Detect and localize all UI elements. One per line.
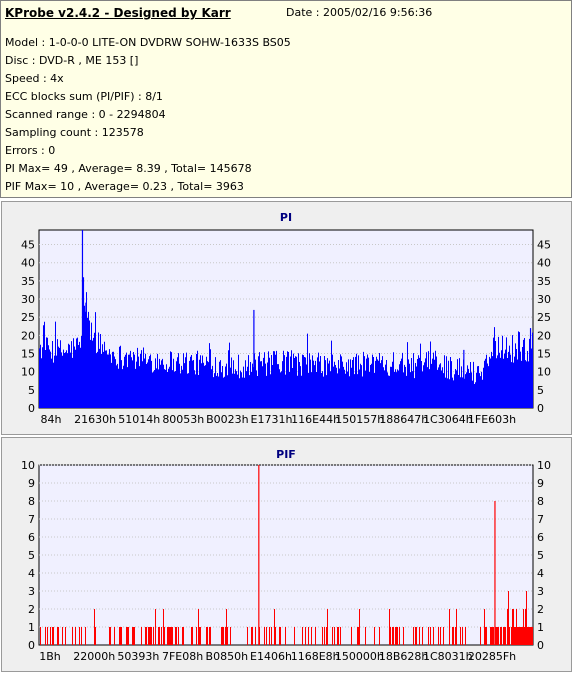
y-tick-label-right: 0 (537, 639, 544, 652)
app-title: KProbe v2.4.2 - Designed by Karr (5, 6, 231, 20)
errors-line: Errors : 0 (5, 144, 56, 157)
info-panel: KProbe v2.4.2 - Designed by Karr Date : … (0, 0, 572, 198)
y-tick-label-left: 7 (28, 513, 35, 526)
x-tick-label: 1C8031h (423, 650, 473, 663)
y-tick-label-right: 4 (537, 567, 544, 580)
y-tick-label-right: 15 (537, 348, 551, 361)
y-tick-label-left: 6 (28, 531, 35, 544)
y-tick-label-left: 40 (21, 257, 35, 270)
y-tick-label-right: 0 (537, 402, 544, 415)
x-tick-label: 21630h (74, 413, 116, 426)
x-tick-label: E1406h (250, 650, 292, 663)
y-tick-label-left: 3 (28, 585, 35, 598)
y-tick-label-left: 4 (28, 567, 35, 580)
speed-line: Speed : 4x (5, 72, 64, 85)
x-tick-label: 1C3064h (423, 413, 473, 426)
x-tick-label: 51014h (118, 413, 160, 426)
scanned-range-line: Scanned range : 0 - 2294804 (5, 108, 166, 121)
pif-summary-line: PIF Max= 10 , Average= 0.23 , Total= 396… (5, 180, 244, 193)
y-tick-label-left: 45 (21, 239, 35, 252)
pi-chart-panel: PI 0 0 5 5 10 10 15 15 20 20 25 25 30 30 35 35 40 40 45 45 84… (1, 201, 572, 435)
y-tick-label-left: 9 (28, 477, 35, 490)
disc-line: Disc : DVD-R , ME 153 [] (5, 54, 139, 67)
pi-summary-line: PI Max= 49 , Average= 8.39 , Total= 1456… (5, 162, 252, 175)
y-tick-label-left: 0 (28, 639, 35, 652)
y-tick-label-left: 35 (21, 275, 35, 288)
x-tick-label: 20285Fh (468, 650, 516, 663)
sampling-count-line: Sampling count : 123578 (5, 126, 144, 139)
y-tick-label-left: 30 (21, 293, 35, 306)
y-tick-label-right: 40 (537, 257, 551, 270)
y-tick-label-right: 5 (537, 384, 544, 397)
x-tick-label: 80053h (162, 413, 204, 426)
y-tick-label-right: 2 (537, 603, 544, 616)
x-tick-label: 150157h (335, 413, 384, 426)
y-tick-label-right: 5 (537, 549, 544, 562)
x-tick-label: 1FE603h (468, 413, 516, 426)
x-tick-label: 18B628h (379, 650, 429, 663)
model-line: Model : 1-0-0-0 LITE-ON DVDRW SOHW-1633S… (5, 36, 291, 49)
y-tick-label-left: 2 (28, 603, 35, 616)
y-tick-label-left: 5 (28, 549, 35, 562)
x-tick-label: 188647h (379, 413, 428, 426)
pif-chart: PIF 0 0 1 1 2 2 3 3 4 4 5 5 6 6 7 7 8 8 9 9 10 10 1Bh 22000h 5039… (21, 448, 551, 663)
y-tick-label-left: 1 (28, 621, 35, 634)
y-tick-label-left: 10 (21, 366, 35, 379)
y-tick-label-right: 30 (537, 293, 551, 306)
y-tick-label-left: 0 (28, 402, 35, 415)
x-tick-label: 50393h (117, 650, 159, 663)
y-tick-label-right: 6 (537, 531, 544, 544)
y-tick-label-right: 25 (537, 311, 551, 324)
x-tick-label: 116E44h (291, 413, 340, 426)
pi-chart: PI 0 0 5 5 10 10 15 15 20 20 25 25 30 30 35 35 40 40 45 45 84… (21, 211, 551, 426)
x-tick-label: 7FE08h (162, 650, 203, 663)
y-tick-label-right: 10 (537, 366, 551, 379)
x-tick-label: 22000h (73, 650, 115, 663)
y-tick-label-left: 5 (28, 384, 35, 397)
x-tick-label: B0023h (206, 413, 249, 426)
x-tick-label: E1731h (251, 413, 293, 426)
ecc-sum-line: ECC blocks sum (PI/PIF) : 8/1 (5, 90, 163, 103)
y-tick-label-right: 9 (537, 477, 544, 490)
pif-chart-panel: PIF 0 0 1 1 2 2 3 3 4 4 5 5 6 6 7 7 8 8 9 9 10 10 1Bh 22000h 5039… (1, 437, 572, 672)
y-tick-label-left: 8 (28, 495, 35, 508)
x-tick-label: 84h (41, 413, 62, 426)
y-tick-label-left: 25 (21, 311, 35, 324)
chart-title: PIF (276, 448, 296, 461)
x-tick-label: 1168E8h (291, 650, 340, 663)
y-tick-label-right: 45 (537, 239, 551, 252)
y-tick-label-right: 7 (537, 513, 544, 526)
y-tick-label-left: 20 (21, 329, 35, 342)
x-tick-label: 1Bh (39, 650, 61, 663)
scan-date: Date : 2005/02/16 9:56:36 (286, 6, 433, 19)
y-tick-label-left: 10 (21, 459, 35, 472)
y-tick-label-right: 3 (537, 585, 544, 598)
y-tick-label-right: 1 (537, 621, 544, 634)
y-tick-label-right: 20 (537, 329, 551, 342)
y-tick-label-right: 10 (537, 459, 551, 472)
chart-title: PI (280, 211, 292, 224)
y-tick-label-right: 35 (537, 275, 551, 288)
x-tick-label: B0850h (206, 650, 249, 663)
y-tick-label-right: 8 (537, 495, 544, 508)
data-bars (40, 465, 533, 645)
data-bars (39, 230, 533, 408)
x-tick-label: 150000h (335, 650, 384, 663)
y-tick-label-left: 15 (21, 348, 35, 361)
